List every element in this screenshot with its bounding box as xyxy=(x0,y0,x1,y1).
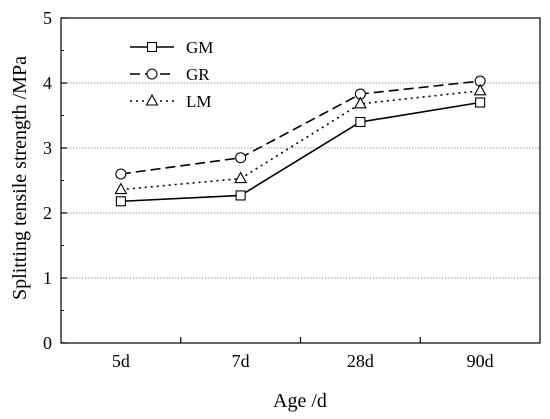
x-tick-label-90d: 90d xyxy=(467,351,494,371)
data-point-lm-90d xyxy=(473,83,487,96)
data-point-gm-28d xyxy=(355,116,366,128)
legend-item-gr: GR xyxy=(130,65,210,84)
y-tick-label-1: 1 xyxy=(43,268,52,288)
legend-label-lm: LM xyxy=(186,92,212,111)
series-gm xyxy=(115,97,486,207)
legend-marker-gm xyxy=(146,41,158,53)
series-lm xyxy=(114,83,487,195)
legend-marker-lm xyxy=(145,93,159,106)
legend-marker-gr xyxy=(146,68,158,80)
legend-label-gr: GR xyxy=(186,65,210,84)
legend: GM GR LM xyxy=(130,38,213,111)
y-axis-title: Splitting tensile strength /MPa xyxy=(9,56,31,300)
series-layer xyxy=(114,75,487,207)
y-tick-label-2: 2 xyxy=(43,203,52,223)
plot-frame xyxy=(60,17,541,344)
data-point-lm-28d xyxy=(353,96,367,109)
y-tick-label-0: 0 xyxy=(43,333,52,353)
legend-item-lm: LM xyxy=(130,92,212,111)
series-line-gm xyxy=(120,101,481,203)
x-tick-label-5d: 5d xyxy=(112,351,130,371)
y-tick-label-4: 4 xyxy=(43,73,52,93)
gridlines xyxy=(61,82,540,279)
series-gr xyxy=(115,75,486,180)
data-point-gm-5d xyxy=(115,196,126,207)
data-point-gr-5d xyxy=(115,168,127,180)
y-tick-label-5: 5 xyxy=(43,8,52,28)
series-line-lm xyxy=(120,90,481,191)
legend-item-gm: GM xyxy=(130,38,213,57)
x-axis-title: Age /d xyxy=(273,390,327,412)
x-tick-label-28d: 28d xyxy=(347,351,374,371)
data-point-gr-7d xyxy=(235,152,247,164)
data-point-gm-90d xyxy=(475,97,486,108)
data-point-lm-5d xyxy=(114,182,128,195)
x-tick-label-7d: 7d xyxy=(232,351,250,371)
legend-label-gm: GM xyxy=(186,38,213,57)
y-tick-label-3: 3 xyxy=(43,138,52,158)
series-line-gr xyxy=(120,80,481,175)
data-point-gm-7d xyxy=(235,190,246,201)
axes: 0 1 2 3 4 5 5d 7d 28d 90d xyxy=(43,8,541,371)
data-point-lm-7d xyxy=(234,171,248,184)
